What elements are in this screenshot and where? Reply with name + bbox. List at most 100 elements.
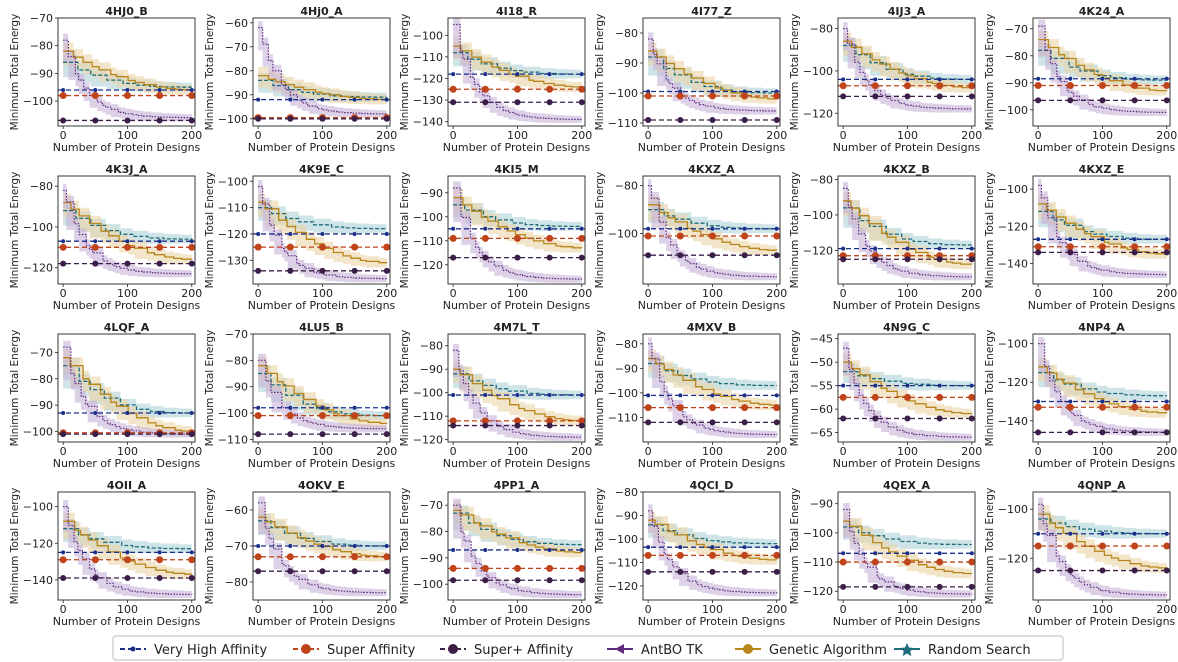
x-tick-label: 200 xyxy=(766,287,787,300)
x-axis-label: Number of Protein Designs xyxy=(833,615,981,628)
x-axis-label: Number of Protein Designs xyxy=(443,299,591,312)
very-high-line-marker xyxy=(125,550,130,555)
plot-area xyxy=(1033,19,1170,117)
super-plus-line-marker xyxy=(968,256,975,263)
super-plus-line-marker xyxy=(546,99,553,106)
antbo-line xyxy=(648,185,777,278)
subplot-4ki5_m: −90 −100 −110 −120 0 100 200 4KI5_M Number of Pr… xyxy=(399,163,592,312)
y-tick-label: −140 xyxy=(998,258,1028,271)
super-line-marker xyxy=(156,243,164,251)
very-high-line-marker xyxy=(483,226,488,231)
super-plus-line-marker xyxy=(383,115,390,122)
super-line-marker xyxy=(968,393,975,401)
x-tick-label: 200 xyxy=(376,603,397,616)
x-tick-label: 0 xyxy=(255,129,262,142)
axes-frame xyxy=(642,333,781,443)
super-line-marker xyxy=(383,412,390,420)
y-tick-label: −100 xyxy=(803,527,833,540)
x-axis-label: Number of Protein Designs xyxy=(1028,615,1176,628)
subplot-title: 4OKV_E xyxy=(298,479,345,492)
super-plus-line-marker xyxy=(709,568,716,575)
very-high-line-marker xyxy=(320,231,325,236)
ga-band xyxy=(258,193,387,268)
y-axis-label: Minimum Total Energy xyxy=(204,14,216,131)
very-high-line-marker xyxy=(256,97,261,102)
y-axis-label: Minimum Total Energy xyxy=(9,172,21,289)
x-tick-label: 200 xyxy=(1156,287,1177,300)
super-plus-line-marker xyxy=(1067,429,1074,436)
y-axis-label: Minimum Total Energy xyxy=(984,172,996,289)
ga-line xyxy=(453,45,583,88)
super-plus-line-marker xyxy=(840,415,847,422)
x-tick-label: 200 xyxy=(571,445,592,458)
super-line-marker xyxy=(578,234,585,242)
subplot-4ij3_a: −80 −100 −120 0 100 200 4IJ3_A Number of Protei… xyxy=(789,5,982,154)
super-line-marker xyxy=(968,82,975,90)
very-high-line-marker xyxy=(547,393,552,398)
super-line-marker xyxy=(839,393,847,401)
plot-area xyxy=(58,500,195,599)
super-plus-line-marker xyxy=(60,431,67,438)
y-tick-label: −100 xyxy=(998,183,1028,196)
y-tick-label: −80 xyxy=(225,65,248,78)
y-tick-label: −80 xyxy=(810,23,833,36)
subplot-title: 4QEX_A xyxy=(883,479,931,492)
very-high-line-marker xyxy=(841,383,846,388)
super-plus-line-marker xyxy=(351,267,358,274)
super-line-marker xyxy=(546,234,554,242)
very-high-line-marker xyxy=(125,88,130,92)
antbo-line xyxy=(1038,343,1168,433)
y-tick-label: −120 xyxy=(23,262,53,275)
legend-item-antbo: AntBO TK xyxy=(607,643,703,658)
very-high-line-marker xyxy=(1132,399,1137,404)
super-line-marker xyxy=(318,412,326,420)
x-tick-label: 100 xyxy=(117,603,138,616)
y-tick-label: −100 xyxy=(608,387,638,400)
y-tick-label: −80 xyxy=(810,174,833,187)
super-line-marker xyxy=(351,553,359,561)
very-high-line-marker xyxy=(256,544,261,548)
very-high-line-marker xyxy=(451,226,456,231)
super-line-marker xyxy=(351,243,359,251)
very-high-line-marker xyxy=(256,231,261,236)
x-tick-label: 100 xyxy=(117,287,138,300)
super-line-marker xyxy=(1098,82,1106,89)
super-plus-line-marker xyxy=(1035,97,1042,104)
super-plus-line-marker xyxy=(1035,567,1042,574)
x-tick-label: 0 xyxy=(60,445,67,458)
super-plus-line-marker xyxy=(677,117,684,123)
subplot-title: 4KXZ_A xyxy=(688,163,735,176)
plot-area xyxy=(448,498,585,599)
y-tick-label: −60 xyxy=(225,17,248,30)
ga-band xyxy=(648,511,777,565)
y-tick-label: −110 xyxy=(608,411,638,424)
super-line-marker xyxy=(1163,542,1170,550)
very-high-line-marker xyxy=(451,547,456,552)
very-high-line-marker xyxy=(515,72,520,77)
x-tick-label: 0 xyxy=(840,287,847,300)
very-high-line-marker xyxy=(678,89,683,94)
y-tick-label: −100 xyxy=(998,338,1028,351)
very-high-line-marker xyxy=(157,411,162,416)
legend-label: AntBO TK xyxy=(641,643,703,658)
x-tick-label: 200 xyxy=(571,129,592,142)
subplot-4okv_e: −60 −70 −80 0 100 200 4OKV_E Number of Protein … xyxy=(204,479,397,628)
subplot-4i77_z: −80 −90 −100 −110 0 100 200 4I77_Z Number of Pro… xyxy=(594,5,787,154)
x-tick-label: 0 xyxy=(450,445,457,458)
x-tick-label: 200 xyxy=(1156,603,1177,616)
super-line-marker xyxy=(481,417,489,425)
super-plus-line-marker xyxy=(287,431,294,438)
super-line-marker xyxy=(449,417,457,425)
x-tick-label: 100 xyxy=(312,129,333,142)
rs-line xyxy=(648,524,778,545)
subplot-title: 4KI5_M xyxy=(494,163,538,176)
plot-area xyxy=(643,179,780,281)
x-tick-label: 0 xyxy=(840,603,847,616)
x-tick-label: 200 xyxy=(766,129,787,142)
x-tick-label: 100 xyxy=(507,603,528,616)
super-line-marker xyxy=(449,564,457,572)
x-tick-label: 0 xyxy=(1035,129,1042,142)
super-plus-line-marker xyxy=(840,583,847,590)
x-tick-label: 100 xyxy=(1092,603,1113,616)
y-tick-label: −120 xyxy=(803,107,833,120)
